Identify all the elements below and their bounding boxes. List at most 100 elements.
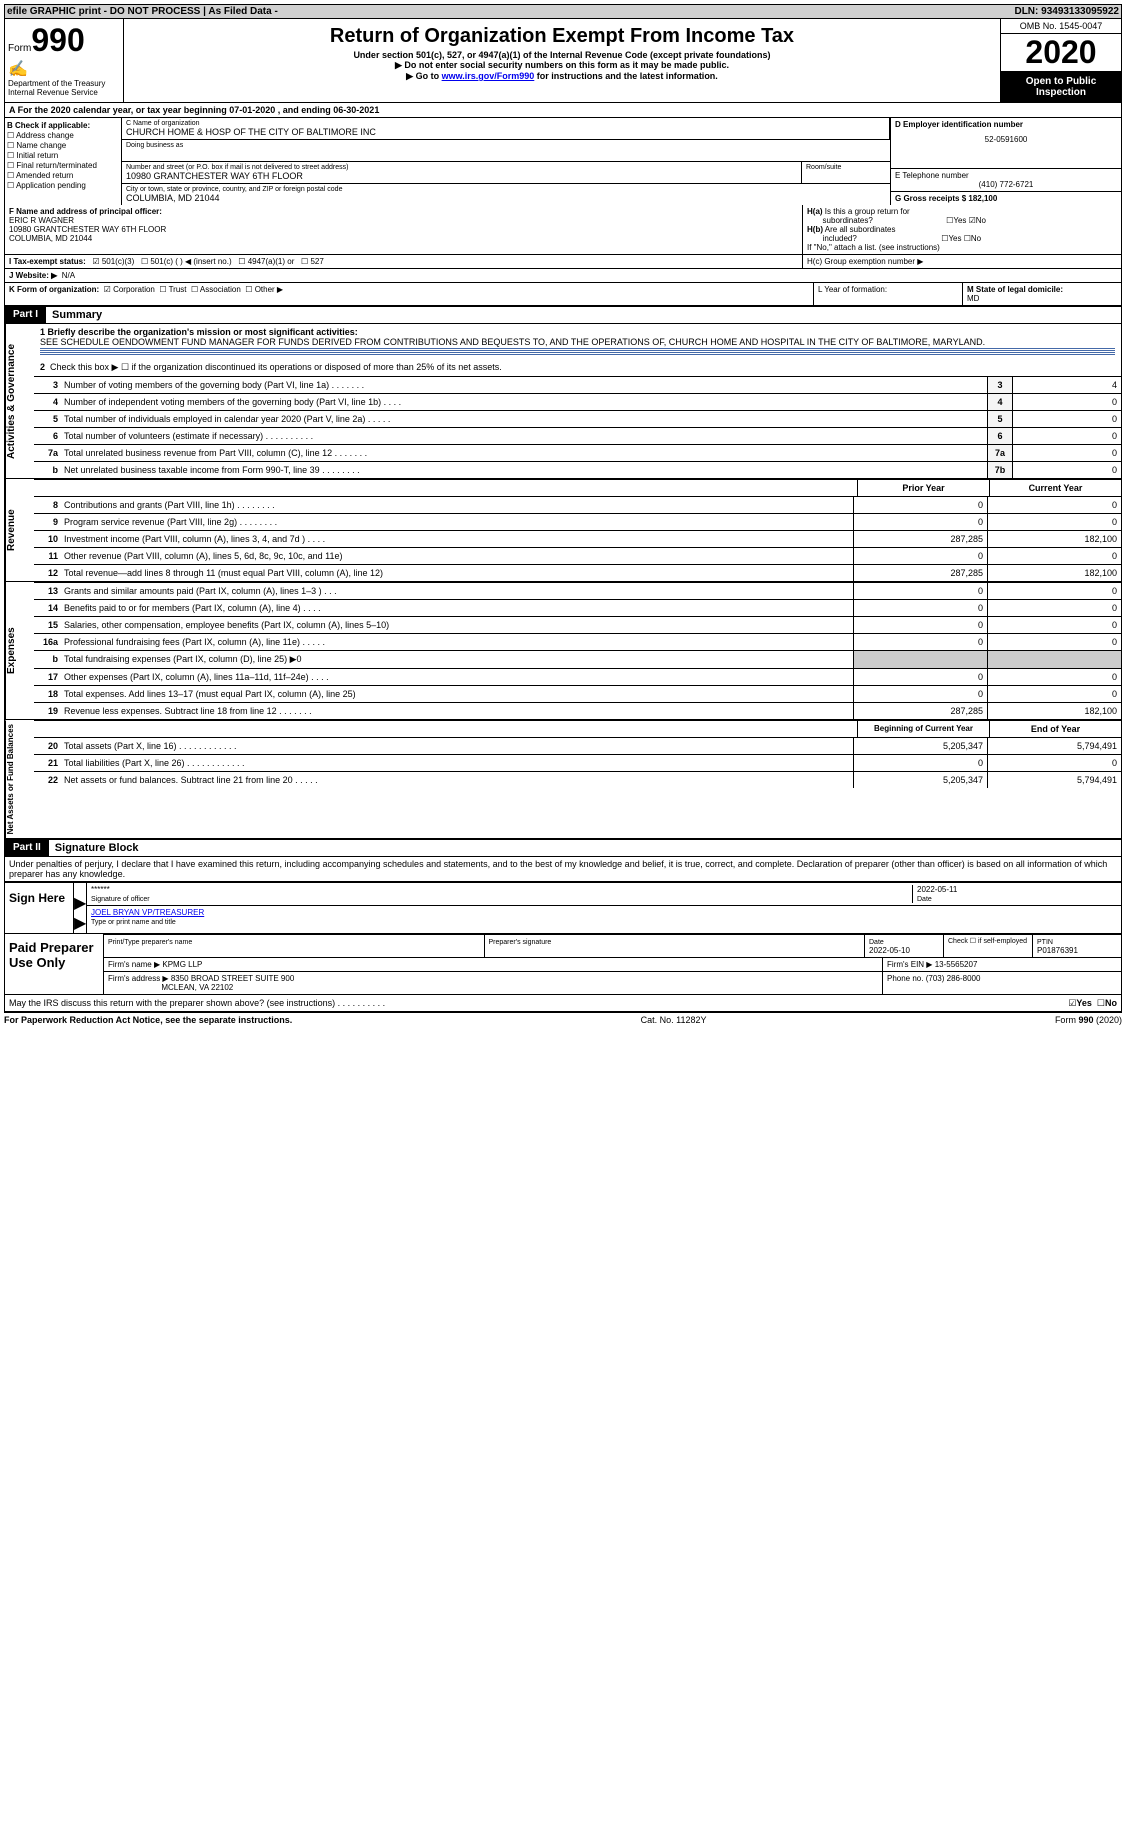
tax-year: 2020 (1001, 34, 1121, 72)
e-val: (410) 772-6721 (895, 180, 1117, 189)
gov-line: 4 Number of independent voting members o… (34, 393, 1121, 410)
sig-officer-label: Signature of officer (91, 896, 150, 903)
m-label: M State of legal domicile: (967, 285, 1063, 294)
gov-line: 5 Total number of individuals employed i… (34, 410, 1121, 427)
fin-line: 16a Professional fundraising fees (Part … (34, 633, 1121, 650)
form990-link[interactable]: www.irs.gov/Form990 (442, 71, 535, 81)
name-title-label: Type or print name and title (91, 919, 176, 926)
footer-left: For Paperwork Reduction Act Notice, see … (4, 1015, 292, 1025)
gov-line: 6 Total number of volunteers (estimate i… (34, 427, 1121, 444)
f-addr1: 10980 GRANTCHESTER WAY 6TH FLOOR (9, 225, 798, 234)
fin-line: 18 Total expenses. Add lines 13–17 (must… (34, 685, 1121, 702)
begin-year-h: Beginning of Current Year (857, 721, 989, 737)
revenue-section: Revenue Prior Year Current Year 8 Contri… (4, 479, 1122, 582)
col-c: C Name of organization CHURCH HOME & HOS… (122, 118, 890, 205)
end-year-h: End of Year (989, 721, 1121, 737)
form-prefix: Form (8, 43, 31, 54)
sign-here-block: Sign Here ▶▶ ******Signature of officer … (4, 881, 1122, 934)
fin-line: 19 Revenue less expenses. Subtract line … (34, 702, 1121, 719)
fin-line: 17 Other expenses (Part IX, column (A), … (34, 668, 1121, 685)
hb: H(b) Are all subordinates included? ☐Yes… (807, 225, 1117, 243)
c-name-label: C Name of organization (126, 120, 885, 127)
j-val: N/A (62, 271, 75, 280)
part1-title: Summary (46, 307, 108, 323)
exp-label: Expenses (5, 582, 34, 719)
penalty-text: Under penalties of perjury, I declare th… (4, 857, 1122, 881)
discuss-row: May the IRS discuss this return with the… (4, 995, 1122, 1012)
d-val: 52-0591600 (895, 135, 1117, 144)
gov-line: 7a Total unrelated business revenue from… (34, 444, 1121, 461)
fin-line: 21 Total liabilities (Part X, line 26) .… (34, 754, 1121, 771)
subtitle-1: Under section 501(c), 527, or 4947(a)(1)… (128, 50, 996, 60)
paid-prep-label: Paid Preparer Use Only (5, 934, 103, 994)
l-label: L Year of formation: (814, 283, 963, 305)
year-box: OMB No. 1545-0047 2020 Open to Public In… (1000, 19, 1121, 102)
subtitle-3: ▶ Go to www.irs.gov/Form990 for instruct… (128, 71, 996, 82)
info-grid: B Check if applicable: ☐ Address change … (4, 118, 1122, 205)
fin-line: 9 Program service revenue (Part VIII, li… (34, 513, 1121, 530)
part2-title: Signature Block (49, 840, 145, 856)
top-bar: efile GRAPHIC print - DO NOT PROCESS | A… (4, 4, 1122, 19)
fin-line: 22 Net assets or fund balances. Subtract… (34, 771, 1121, 788)
rev-label: Revenue (5, 479, 34, 581)
f-label: F Name and address of principal officer: (9, 207, 798, 216)
ha: H(a) Is this a group return for subordin… (807, 207, 1117, 225)
officer-name-link[interactable]: JOEL BRYAN VP/TREASURER (91, 908, 204, 917)
g-label: G Gross receipts $ 182,100 (895, 194, 1117, 203)
part1-tab: Part I (5, 307, 46, 323)
dept-2: Internal Revenue Service (8, 88, 120, 97)
b-item: ☐ Final return/terminated (7, 161, 119, 170)
fin-line: 12 Total revenue—add lines 8 through 11 … (34, 564, 1121, 581)
gov-line: b Net unrelated business taxable income … (34, 461, 1121, 478)
footer-right: Form 990 (2020) (1055, 1015, 1122, 1025)
expenses-section: Expenses 13 Grants and similar amounts p… (4, 582, 1122, 720)
fin-line: 11 Other revenue (Part VIII, column (A),… (34, 547, 1121, 564)
addr-label: Number and street (or P.O. box if mail i… (126, 164, 797, 171)
fin-line: 8 Contributions and grants (Part VIII, l… (34, 496, 1121, 513)
gov-line: 3 Number of voting members of the govern… (34, 376, 1121, 393)
governance-section: Activities & Governance 1 Briefly descri… (4, 324, 1122, 479)
col-deg: D Employer identification number 52-0591… (890, 118, 1121, 205)
form-header: Form990 ✍ Department of the Treasury Int… (4, 19, 1122, 103)
b-item: ☐ Address change (7, 131, 119, 140)
fin-line: 13 Grants and similar amounts paid (Part… (34, 582, 1121, 599)
d-label: D Employer identification number (895, 120, 1117, 129)
dept-1: Department of the Treasury (8, 79, 120, 88)
j-label: J Website: ▶ (9, 271, 57, 280)
room-label: Room/suite (806, 164, 886, 171)
sig-stars: ****** (91, 885, 110, 894)
row-i: I Tax-exempt status: ☑ 501(c)(3) ☐ 501(c… (4, 255, 1122, 269)
h-note: If "No," attach a list. (see instruction… (807, 243, 1117, 252)
title-box: Return of Organization Exempt From Incom… (124, 19, 1000, 102)
open-public: Open to Public Inspection (1001, 72, 1121, 102)
row-klm: K Form of organization: ☑ Corporation ☐ … (4, 283, 1122, 306)
city: COLUMBIA, MD 21044 (126, 193, 886, 203)
b-item: ☐ Name change (7, 141, 119, 150)
row-j: J Website: ▶ N/A (4, 269, 1122, 283)
form-number-box: Form990 ✍ Department of the Treasury Int… (5, 19, 124, 102)
b-item: ☐ Amended return (7, 171, 119, 180)
i-label: I Tax-exempt status: (9, 257, 86, 266)
fin-line: 20 Total assets (Part X, line 16) . . . … (34, 737, 1121, 754)
topbar-left: efile GRAPHIC print - DO NOT PROCESS (7, 6, 200, 17)
net-label: Net Assets or Fund Balances (5, 720, 34, 838)
b-item: ☐ Application pending (7, 181, 119, 190)
k-label: K Form of organization: (9, 285, 99, 294)
paid-preparer-block: Paid Preparer Use Only Print/Type prepar… (4, 934, 1122, 995)
prior-year-h: Prior Year (857, 480, 989, 496)
gov-label: Activities & Governance (5, 324, 34, 478)
fin-line: 15 Salaries, other compensation, employe… (34, 616, 1121, 633)
l2: 2 Check this box ▶ ☐ if the organization… (34, 359, 1121, 376)
subtitle-2: ▶ Do not enter social security numbers o… (128, 60, 996, 71)
sign-here: Sign Here (5, 883, 74, 933)
fin-line: b Total fundraising expenses (Part IX, c… (34, 650, 1121, 668)
section-a: A For the 2020 calendar year, or tax yea… (4, 103, 1122, 118)
l1-text: SEE SCHEDULE OENDOWMENT FUND MANAGER FOR… (40, 337, 985, 347)
fin-line: 14 Benefits paid to or for members (Part… (34, 599, 1121, 616)
part2-tab: Part II (5, 840, 49, 856)
b-item: ☐ Initial return (7, 151, 119, 160)
date-label: Date (917, 896, 932, 903)
f-name: ERIC R WAGNER (9, 216, 798, 225)
m-val: MD (967, 294, 979, 303)
b-title: B Check if applicable: (7, 121, 119, 130)
